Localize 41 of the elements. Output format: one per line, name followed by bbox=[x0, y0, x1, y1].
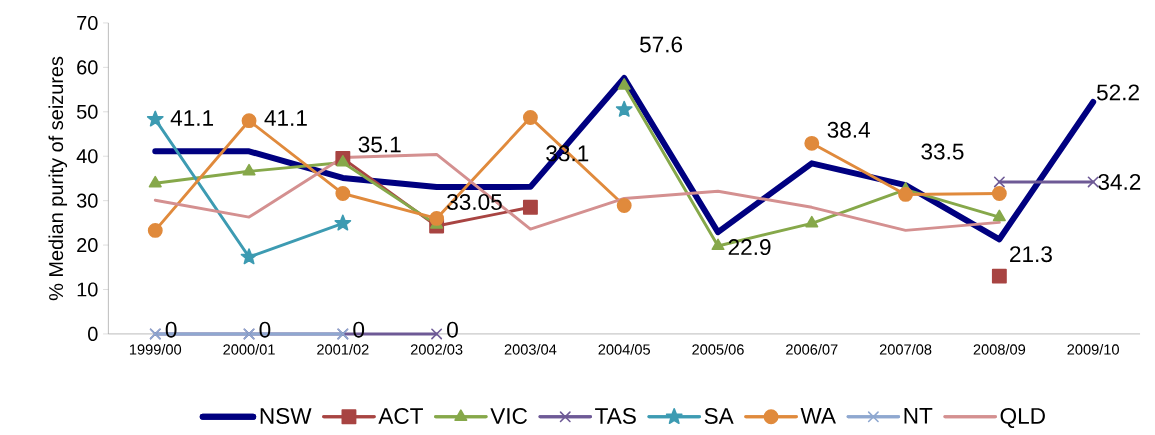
x-tick-label: 2005/06 bbox=[692, 344, 744, 355]
legend-label: NSW bbox=[260, 408, 312, 425]
legend-label: QLD bbox=[1000, 408, 1045, 429]
data-label: 0 bbox=[259, 321, 271, 338]
legend-label: SA bbox=[704, 408, 734, 425]
data-label: 52.2 bbox=[1096, 84, 1139, 101]
data-label: 33.5 bbox=[921, 143, 964, 160]
legend-label: WA bbox=[800, 408, 836, 424]
data-label: 41.1 bbox=[264, 110, 307, 127]
data-label: 34.2 bbox=[1098, 174, 1141, 191]
data-label: 57.6 bbox=[639, 36, 683, 53]
data-label: 35.1 bbox=[358, 136, 401, 153]
data-label: 41.1 bbox=[170, 110, 214, 127]
y-axis-title: % Median purity of seizures bbox=[48, 56, 68, 301]
y-tick-label: 10 bbox=[77, 282, 98, 297]
x-tick-label: 2006/07 bbox=[786, 344, 838, 355]
legend-label: NT bbox=[904, 408, 933, 424]
y-tick-label: 40 bbox=[76, 149, 98, 164]
x-tick-label: 2009/10 bbox=[1067, 344, 1119, 355]
x-tick-label: 2001/02 bbox=[317, 344, 369, 355]
data-label: 0 bbox=[165, 321, 177, 338]
legend-label: TAS bbox=[595, 408, 636, 425]
data-label: 0 bbox=[447, 321, 458, 338]
x-tick-label: 2003/04 bbox=[504, 344, 557, 355]
legend-label: VIC bbox=[490, 408, 528, 425]
y-tick-label: 30 bbox=[76, 193, 98, 208]
data-label: 38.4 bbox=[827, 122, 870, 139]
data-label: 22.9 bbox=[728, 239, 771, 256]
y-tick-label: 50 bbox=[76, 104, 98, 120]
y-tick-label: 0 bbox=[88, 327, 98, 342]
y-tick-label: 60 bbox=[77, 60, 98, 75]
legend-label: ACT bbox=[378, 408, 423, 425]
x-tick-label: 2000/01 bbox=[223, 344, 275, 355]
y-tick-label: 70 bbox=[77, 16, 98, 31]
x-tick-label: 2002/03 bbox=[410, 344, 463, 355]
y-tick-label: 20 bbox=[77, 238, 98, 253]
x-tick-label: 2007/08 bbox=[879, 344, 932, 355]
x-tick-label: 2004/05 bbox=[598, 344, 650, 355]
x-tick-label: 1999/00 bbox=[129, 344, 182, 355]
data-label: 21.3 bbox=[1010, 246, 1052, 263]
x-tick-label: 2008/09 bbox=[973, 344, 1026, 355]
